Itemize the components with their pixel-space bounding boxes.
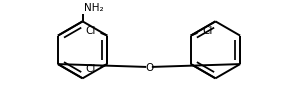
Text: Cl: Cl bbox=[202, 26, 213, 36]
Text: O: O bbox=[145, 63, 153, 73]
Text: Cl: Cl bbox=[85, 26, 96, 36]
Text: NH₂: NH₂ bbox=[85, 3, 104, 13]
Text: Cl: Cl bbox=[85, 64, 96, 74]
